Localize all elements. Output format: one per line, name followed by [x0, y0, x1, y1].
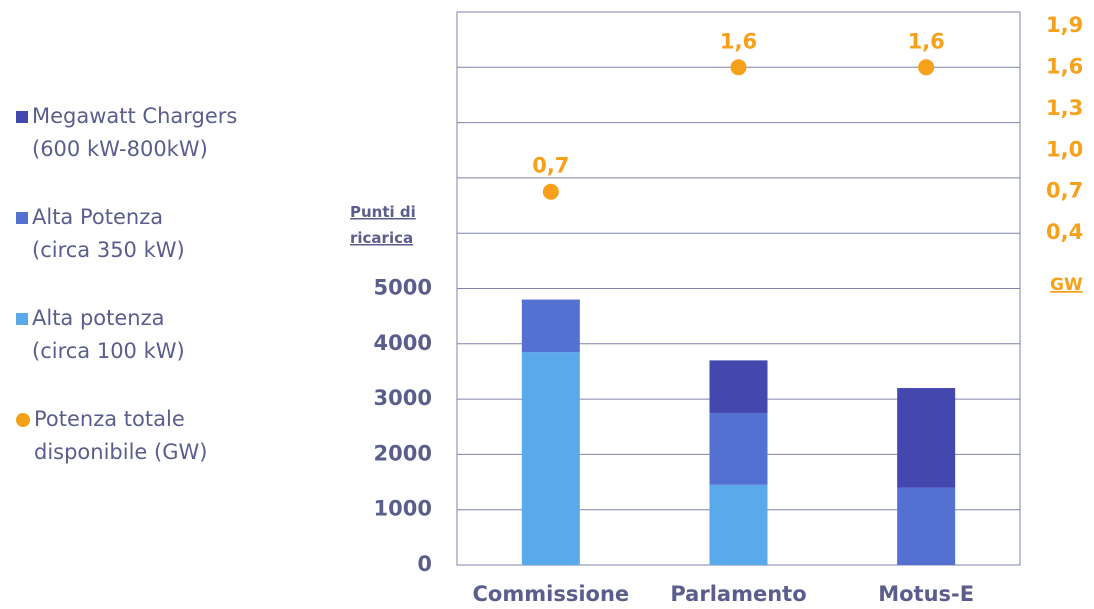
- y2-axis-label: GW: [1050, 275, 1083, 295]
- bar-segment: [521, 299, 580, 353]
- bar-segment: [709, 484, 768, 565]
- y-axis-label: Punti di ricarica: [350, 203, 416, 247]
- legend-item: Alta Potenza (circa 350 kW): [16, 201, 237, 302]
- y2-tick-label: 0,7: [1046, 179, 1083, 203]
- legend: Megawatt Chargers (600 kW-800kW) Alta Pot…: [16, 100, 237, 504]
- dot: [542, 183, 559, 200]
- y2-tick-label: 1,0: [1046, 137, 1083, 161]
- y2-tick-label: 1,6: [1046, 54, 1083, 78]
- y-tick-label: 2000: [374, 441, 432, 465]
- y-tick-label: 1000: [374, 497, 432, 521]
- y-tick-label: 3000: [374, 386, 432, 410]
- y2-tick-label: 1,9: [1046, 13, 1083, 37]
- legend-text: Alta potenza (circa 100 kW): [32, 306, 185, 363]
- legend-swatch: [16, 313, 28, 325]
- legend-item: Potenza totale disponibile (GW): [16, 403, 237, 504]
- x-tick-label: Motus-E: [878, 582, 974, 606]
- data-label: 0,7: [532, 154, 569, 178]
- legend-swatch: [16, 413, 30, 427]
- bar-segment: [897, 487, 956, 565]
- dot: [918, 59, 935, 76]
- legend-swatch: [16, 111, 28, 123]
- bar-segment: [709, 412, 768, 485]
- y-tick-label: 0: [417, 552, 432, 576]
- y-tick-label: 4000: [374, 331, 432, 355]
- legend-item: Alta potenza (circa 100 kW): [16, 302, 237, 403]
- legend-text: Alta Potenza (circa 350 kW): [32, 205, 185, 262]
- legend-item: Megawatt Chargers (600 kW-800kW): [16, 100, 237, 201]
- dot: [730, 59, 747, 76]
- legend-swatch: [16, 212, 28, 224]
- y2-tick-label: 0,4: [1046, 220, 1083, 244]
- y-axis-label-line: ricarica: [350, 229, 413, 247]
- y-tick-label: 5000: [374, 276, 432, 300]
- legend-text: Potenza totale disponibile (GW): [34, 407, 208, 464]
- y2-tick-label: 1,3: [1046, 96, 1083, 120]
- y-axis-label-line: Punti di: [350, 203, 416, 221]
- bar-segment: [897, 388, 956, 488]
- x-tick-label: Commissione: [473, 582, 630, 606]
- data-label: 1,6: [908, 29, 945, 53]
- data-label: 1,6: [720, 29, 757, 53]
- x-tick-label: Parlamento: [670, 582, 806, 606]
- legend-text: Megawatt Chargers (600 kW-800kW): [32, 104, 238, 161]
- bar-segment: [521, 352, 580, 565]
- bar-segment: [709, 360, 768, 413]
